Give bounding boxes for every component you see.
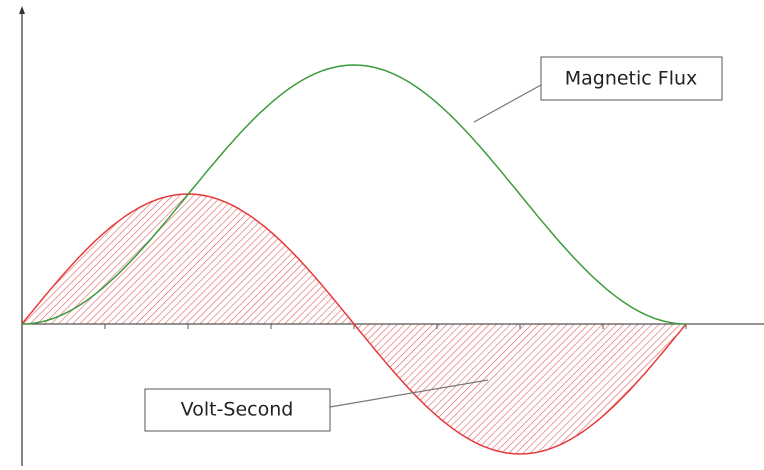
voltage-curve xyxy=(21,193,687,455)
leader-line xyxy=(473,84,542,123)
axis-arrow xyxy=(19,6,25,14)
label-box xyxy=(540,56,723,101)
volt-second-label: Volt-Second xyxy=(181,399,294,421)
leader-line xyxy=(329,379,489,408)
flux-label: Magnetic Flux xyxy=(565,68,698,90)
flux-curve xyxy=(21,64,687,325)
label-box xyxy=(144,388,331,432)
